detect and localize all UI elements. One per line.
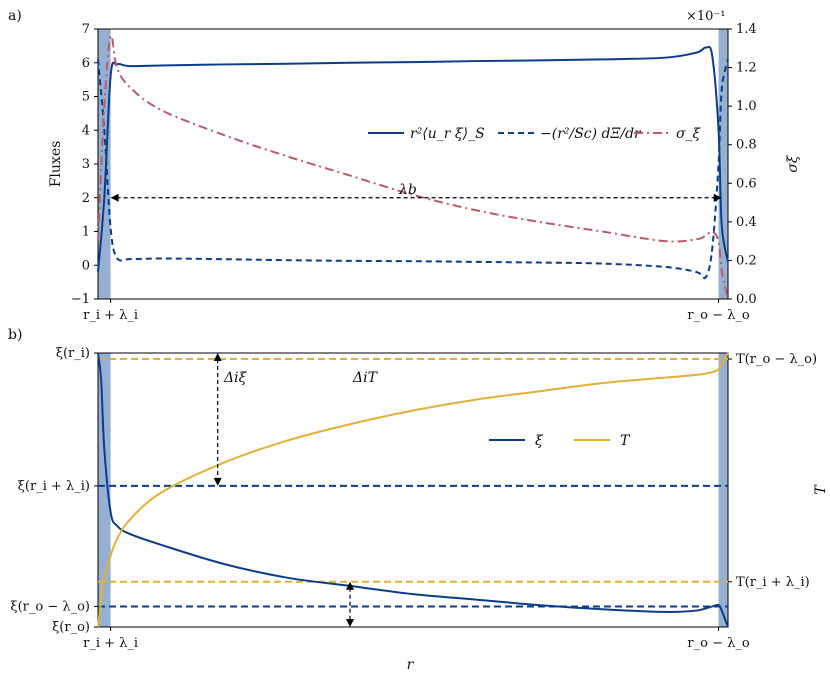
y-tick-label-a: 5 [82, 90, 90, 105]
y-axis-label-a: Fluxes [48, 141, 64, 188]
y2-tick-label-a: 1.2 [736, 61, 757, 76]
y2-multiplier: ×10⁻¹ [686, 9, 726, 24]
y-tick-label-a: 2 [82, 191, 90, 206]
x-axis-label-b: r [407, 657, 415, 673]
y-tick-label-b: ξ(r_i + λ_i) [18, 479, 90, 494]
arrows-b [213, 353, 354, 627]
legend-label-b-1: T [620, 433, 631, 449]
x-tick-label-a: r_o − λ_o [687, 308, 749, 323]
series-line-b-1 [97, 352, 729, 628]
reference-lines-b [98, 358, 728, 608]
delta-T-label: ΔiT [352, 370, 379, 386]
delta-xi-label: Δiξ [223, 370, 248, 386]
y-tick-label-b: ξ(r_i) [56, 346, 90, 361]
delta-T-arrow-head-top [346, 581, 354, 590]
legend-label-a-0: r²⟨u_r ξ⟩_S [410, 126, 485, 142]
y-tick-label-b: ξ(r_o − λ_o) [10, 599, 90, 614]
shade-left-b [98, 353, 111, 627]
series-line-a-2 [97, 34, 729, 300]
panel-b-label: b) [8, 327, 22, 343]
delta-T-arrow-head-bottom [346, 619, 354, 627]
y2-tick-label-a: 0.8 [736, 138, 757, 153]
series-line-a-0 [97, 45, 729, 273]
y2-tick-label-a: 1.0 [736, 99, 757, 114]
y2-tick-label-b: T(r_i + λ_i) [736, 575, 810, 590]
panel-a: a) −1 0 1 2 3 4 5 6 7 0.0 0.2 0.4 0.6 0.8 1.0 1.2 1.4 r_i… [8, 8, 801, 323]
x-tick-label-a: r_i + λ_i [83, 308, 138, 323]
legend-label-a-2: σ_ξ [676, 126, 702, 142]
legend-a: r²⟨u_r ξ⟩_S −(r²/Sc) dΞ/dr σ_ξ [368, 126, 702, 142]
y-tick-label-a: 6 [82, 56, 90, 71]
shade-right-b [718, 353, 728, 627]
plot-frame-a [97, 28, 729, 300]
series-line-b-0 [97, 352, 729, 628]
arrowhead-left [110, 193, 119, 202]
legend-label-a-1: −(r²/Sc) dΞ/dr [540, 126, 642, 142]
legend-label-b-0: ξ [535, 433, 544, 449]
y-tick-label-a: 1 [82, 225, 90, 240]
plot-frame-b [97, 352, 729, 628]
y-tick-label-a: −1 [71, 292, 90, 307]
y2-tick-label-b: T(r_o − λ_o) [736, 352, 817, 367]
lines-a [97, 34, 729, 300]
panel-b: b) ξ(r_i) ξ(r_i + λ_i) ξ(r_o − λ_o) ξ(r_o) T… [8, 327, 829, 673]
y2-tick-label-a: 0.6 [736, 176, 757, 191]
y-tick-label-a: 0 [82, 258, 90, 273]
y-tick-label-a: 3 [82, 157, 90, 172]
arrowhead-right [713, 193, 722, 202]
y-tick-label-b: ξ(r_o) [52, 620, 90, 635]
x-tick-label-b: r_i + λ_i [83, 636, 138, 651]
y2-tick-label-a: 1.4 [736, 22, 757, 37]
lines-b [97, 352, 729, 628]
lambda-b-label: λb [398, 182, 417, 198]
y2-tick-label-a: 0.4 [736, 215, 757, 230]
delta-xi-arrow-head-bottom [213, 477, 222, 486]
y2-axis-label-a: σξ [785, 154, 801, 173]
y2-tick-label-a: 0.0 [736, 292, 757, 307]
ticks-a: −1 0 1 2 3 4 5 6 7 0.0 0.2 0.4 0.6 0.8 1.0 1.2 1.4 r_i + … [71, 22, 757, 323]
panel-a-label: a) [8, 8, 22, 24]
y2-axis-label-b: T [813, 484, 829, 495]
delta-xi-arrow-head-top [213, 353, 222, 361]
y-tick-label-a: 4 [82, 123, 90, 138]
series-line-a-1 [97, 59, 729, 280]
ticks-b: ξ(r_i) ξ(r_i + λ_i) ξ(r_o − λ_o) ξ(r_o) T(r_… [10, 346, 817, 651]
shade-right-a [718, 29, 728, 299]
y2-tick-label-a: 0.2 [736, 253, 757, 268]
x-tick-label-b: r_o − λ_o [687, 636, 749, 651]
y-tick-label-a: 7 [82, 22, 90, 37]
